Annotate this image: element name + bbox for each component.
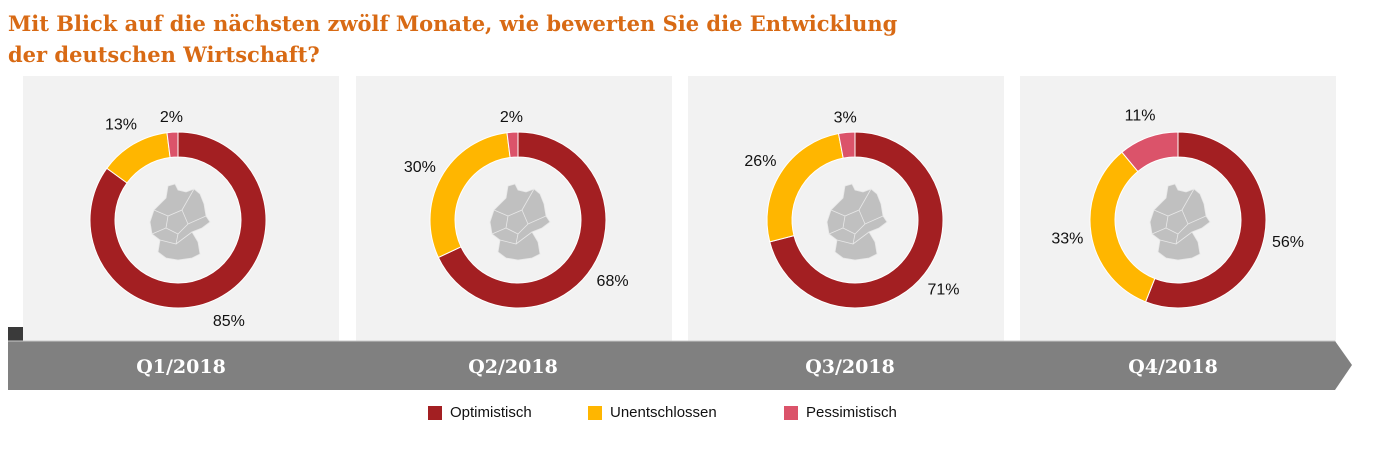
legend-item-pessimistisch: Pessimistisch bbox=[784, 404, 897, 421]
data-label: 2% bbox=[500, 109, 523, 126]
legend-swatch bbox=[588, 405, 602, 420]
donut-slice-pessimistisch bbox=[837, 131, 856, 159]
legend-label: Unentschlossen bbox=[610, 404, 717, 421]
timeline-arrow bbox=[8, 341, 1352, 390]
data-label: 33% bbox=[1051, 231, 1083, 248]
data-label: 11% bbox=[1125, 108, 1156, 125]
period-label: Q4/2018 bbox=[1128, 356, 1218, 378]
donut-slice-optimistisch bbox=[1144, 131, 1267, 309]
data-label: 56% bbox=[1272, 234, 1304, 251]
legend-label: Optimistisch bbox=[450, 404, 532, 421]
legend-item-unentschlossen: Unentschlossen bbox=[588, 404, 717, 421]
data-label: 2% bbox=[160, 109, 183, 126]
title-line-1: Mit Blick auf die nächsten zwölf Monate,… bbox=[8, 11, 898, 36]
donut-slice-optimistisch bbox=[769, 131, 944, 309]
legend-swatch bbox=[428, 405, 442, 420]
legend-swatch bbox=[784, 405, 798, 420]
data-label: 68% bbox=[597, 273, 629, 290]
map-borders bbox=[1151, 188, 1207, 245]
title-line-2: der deutschen Wirtschaft? bbox=[8, 42, 320, 67]
chart-title: Mit Blick auf die nächsten zwölf Monate,… bbox=[8, 8, 897, 70]
period-label: Q1/2018 bbox=[136, 356, 226, 378]
data-label: 85% bbox=[213, 313, 245, 330]
donut-slice-optimistisch bbox=[437, 131, 607, 309]
data-label: 71% bbox=[927, 282, 959, 299]
legend-label: Pessimistisch bbox=[806, 404, 897, 421]
germany-map-icon bbox=[489, 183, 551, 261]
donut-slice-pessimistisch bbox=[1121, 131, 1179, 173]
period-label: Q3/2018 bbox=[805, 356, 895, 378]
legend-item-optimistisch: Optimistisch bbox=[428, 404, 532, 421]
data-label: 26% bbox=[744, 153, 776, 170]
period-label: Q2/2018 bbox=[468, 356, 558, 378]
data-label: 30% bbox=[404, 159, 436, 176]
map-borders bbox=[828, 188, 884, 245]
germany-map-icon bbox=[826, 183, 888, 261]
timeline-fold bbox=[8, 327, 23, 341]
data-label: 13% bbox=[105, 117, 137, 134]
map-borders bbox=[491, 188, 547, 245]
donut-slice-pessimistisch bbox=[506, 131, 519, 159]
germany-map-icon bbox=[1149, 183, 1211, 261]
map-borders bbox=[151, 188, 207, 245]
donut-slice-optimistisch bbox=[89, 131, 267, 309]
germany-map-icon bbox=[149, 183, 211, 261]
data-label: 3% bbox=[834, 109, 857, 126]
donut-slice-pessimistisch bbox=[166, 131, 179, 159]
